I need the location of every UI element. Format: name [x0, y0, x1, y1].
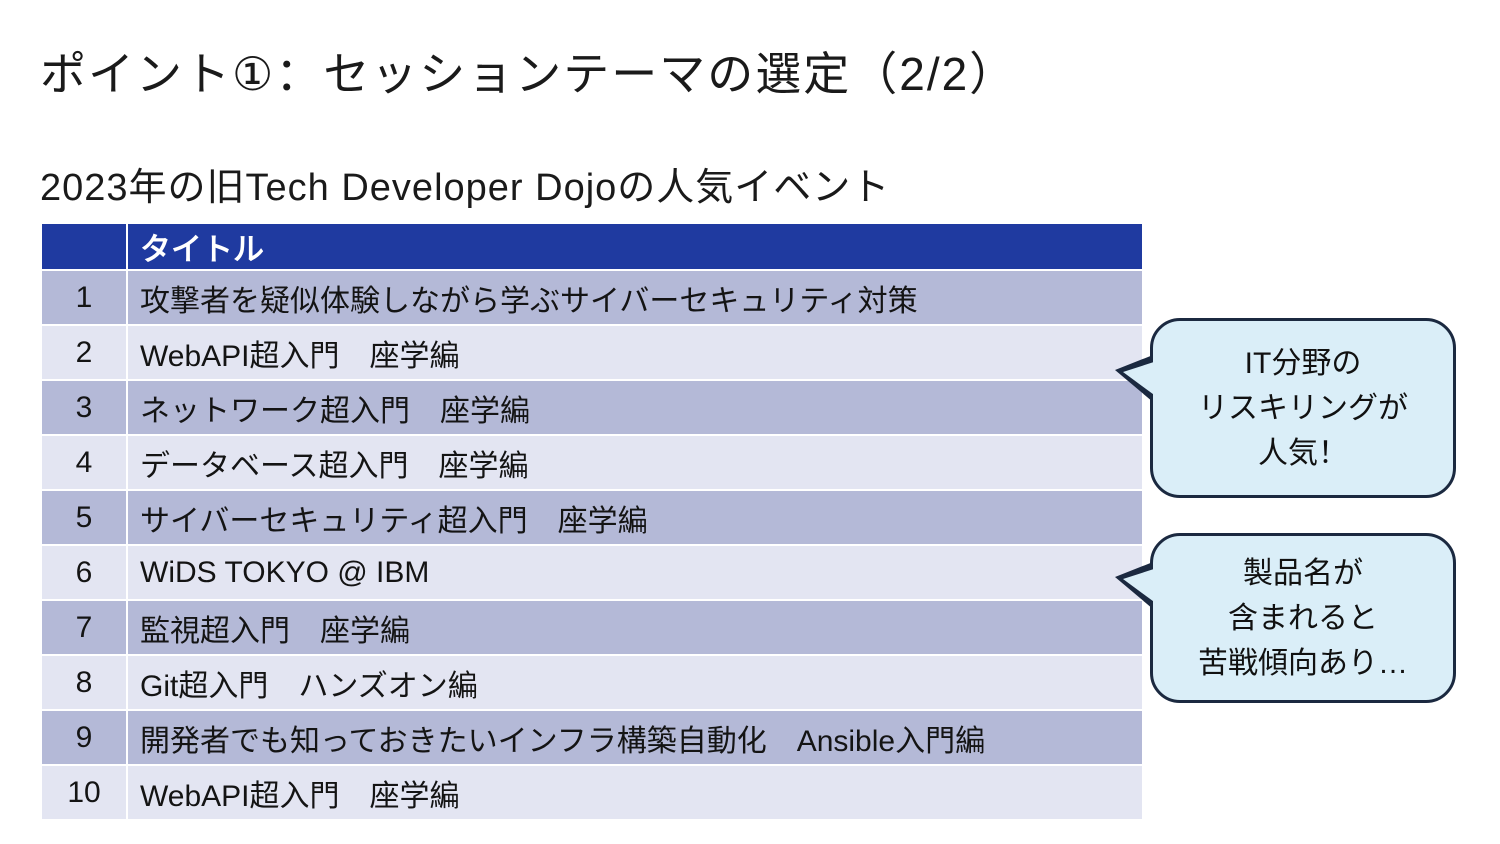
- callout-tail-fill: [1123, 361, 1157, 397]
- title-cell: Git超入門 ハンズオン編: [128, 656, 1142, 711]
- title-cell: データベース超入門 座学編: [128, 436, 1142, 491]
- title-cell: WiDS TOKYO @ IBM: [128, 546, 1142, 601]
- title-cell: WebAPI超入門 座学編: [128, 766, 1142, 821]
- callout-tail-fill: [1123, 568, 1157, 604]
- table-row: 2 WebAPI超入門 座学編: [42, 326, 1142, 381]
- callout-line: 人気！: [1258, 436, 1348, 470]
- header-rank-cell: [42, 224, 128, 271]
- title-cell: 監視超入門 座学編: [128, 601, 1142, 656]
- rank-cell: 2: [42, 326, 128, 381]
- title-cell: ネットワーク超入門 座学編: [128, 381, 1142, 436]
- title-cell: 開発者でも知っておきたいインフラ構築自動化 Ansible入門編: [128, 711, 1142, 766]
- table-row: 7 監視超入門 座学編: [42, 601, 1142, 656]
- popular-events-table: タイトル 1 攻撃者を疑似体験しながら学ぶサイバーセキュリティ対策 2 WebA…: [42, 224, 1142, 821]
- callout-line: リスキリングが: [1198, 391, 1408, 425]
- callout-text: IT分野の リスキリングが 人気！: [1198, 341, 1408, 476]
- title-cell: WebAPI超入門 座学編: [128, 326, 1142, 381]
- table-row: 8 Git超入門 ハンズオン編: [42, 656, 1142, 711]
- table-row: 4 データベース超入門 座学編: [42, 436, 1142, 491]
- rank-cell: 10: [42, 766, 128, 821]
- rank-cell: 9: [42, 711, 128, 766]
- callout-line: 製品名が: [1243, 556, 1363, 590]
- rank-cell: 6: [42, 546, 128, 601]
- title-cell: サイバーセキュリティ超入門 座学編: [128, 491, 1142, 546]
- rank-cell: 8: [42, 656, 128, 711]
- table-row: 9 開発者でも知っておきたいインフラ構築自動化 Ansible入門編: [42, 711, 1142, 766]
- callout-text: 製品名が 含まれると 苦戦傾向あり…: [1198, 551, 1408, 686]
- rank-cell: 1: [42, 271, 128, 326]
- table-row: 1 攻撃者を疑似体験しながら学ぶサイバーセキュリティ対策: [42, 271, 1142, 326]
- callout-it-reskilling: IT分野の リスキリングが 人気！: [1115, 318, 1456, 498]
- callout-product-name: 製品名が 含まれると 苦戦傾向あり…: [1115, 533, 1456, 703]
- page-subtitle: 2023年の旧Tech Developer Dojoの人気イベント: [40, 167, 891, 209]
- table-header-row: タイトル: [42, 224, 1142, 271]
- page-title: ポイント①：セッションテーマの選定（2/2）: [40, 48, 1018, 100]
- rank-cell: 5: [42, 491, 128, 546]
- table-row: 3 ネットワーク超入門 座学編: [42, 381, 1142, 436]
- rank-cell: 4: [42, 436, 128, 491]
- rank-cell: 3: [42, 381, 128, 436]
- table-row: 10 WebAPI超入門 座学編: [42, 766, 1142, 821]
- table-row: 5 サイバーセキュリティ超入門 座学編: [42, 491, 1142, 546]
- callout-line: 含まれると: [1228, 601, 1378, 635]
- callout-line: 苦戦傾向あり…: [1198, 646, 1408, 680]
- title-cell: 攻撃者を疑似体験しながら学ぶサイバーセキュリティ対策: [128, 271, 1142, 326]
- rank-cell: 7: [42, 601, 128, 656]
- header-title-cell: タイトル: [128, 224, 1142, 271]
- table-row: 6 WiDS TOKYO @ IBM: [42, 546, 1142, 601]
- callout-line: IT分野の: [1244, 346, 1362, 380]
